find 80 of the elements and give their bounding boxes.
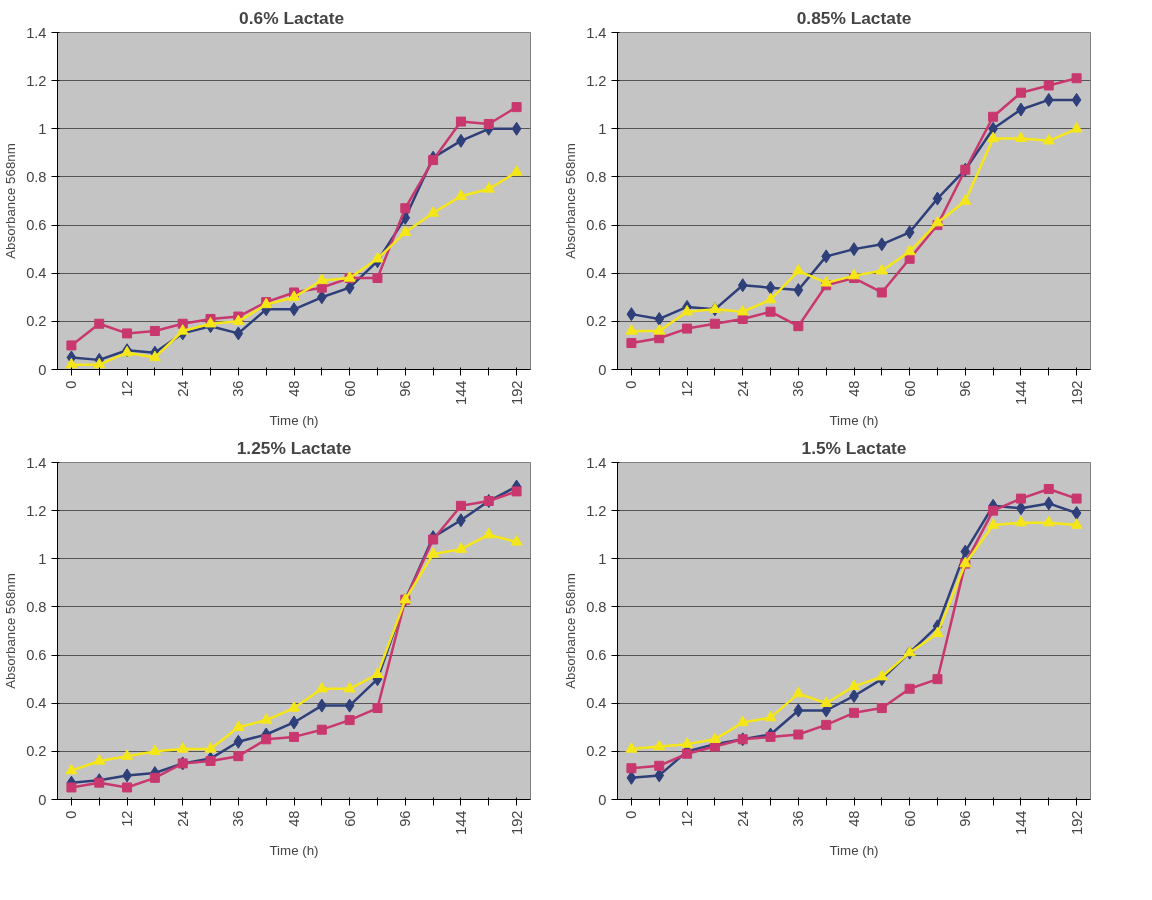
x-tick-label: 96 <box>957 810 974 827</box>
x-tick-label: 192 <box>508 380 525 405</box>
x-tick-label: 96 <box>397 380 414 397</box>
x-tick-label: 24 <box>734 810 751 827</box>
x-tick-label: 60 <box>901 380 918 397</box>
y-tick-label: 0.2 <box>26 313 47 330</box>
x-tick-label: 24 <box>174 380 191 397</box>
y-tick-label: 1 <box>38 120 47 137</box>
y-axis-title: Absorbance 568nm <box>563 143 579 259</box>
y-tick-label: 1.2 <box>586 502 607 519</box>
x-tick-label: 192 <box>1068 380 1085 405</box>
x-tick-label: 12 <box>679 380 696 397</box>
x-tick-label: 60 <box>341 810 358 827</box>
y-tick-label: 0 <box>598 791 607 808</box>
y-tick-label: 1 <box>38 550 47 567</box>
x-tick-label: 48 <box>846 810 862 827</box>
y-tick-label: 0.2 <box>26 743 47 760</box>
y-tick-label: 0.6 <box>586 217 607 234</box>
y-tick-label: 1 <box>598 120 607 137</box>
x-tick-label: 36 <box>230 380 247 397</box>
y-tick-label: 0.8 <box>586 168 607 185</box>
x-tick-label: 36 <box>790 380 807 397</box>
y-tick-label: 1.4 <box>26 454 47 471</box>
chart-title: 0.6% Lactate <box>239 7 345 28</box>
x-tick-label: 12 <box>119 380 136 397</box>
x-tick-label: 96 <box>957 380 974 397</box>
x-tick-label: 24 <box>734 380 751 397</box>
x-tick-label: 0 <box>63 810 80 819</box>
x-tick-label: 12 <box>119 810 136 827</box>
x-tick-label: 48 <box>286 380 302 397</box>
y-tick-label: 1.4 <box>586 24 607 41</box>
y-tick-label: 1.4 <box>26 24 47 41</box>
x-tick-label: 144 <box>1012 810 1029 835</box>
chart-title: 1.25% Lactate <box>236 437 352 458</box>
x-axis-title: Time (h) <box>269 412 319 428</box>
x-tick-label: 24 <box>174 810 191 827</box>
y-tick-label: 0.4 <box>26 265 47 282</box>
x-tick-label: 192 <box>1068 810 1085 835</box>
x-axis-title: Time (h) <box>269 842 319 858</box>
y-tick-label: 0.8 <box>26 168 47 185</box>
y-tick-label: 0.2 <box>586 313 607 330</box>
y-tick-label: 0.4 <box>586 265 607 282</box>
x-tick-label: 48 <box>286 810 302 827</box>
x-tick-label: 0 <box>623 380 640 389</box>
x-tick-label: 60 <box>901 810 918 827</box>
y-tick-label: 1.2 <box>26 502 47 519</box>
y-tick-label: 0.2 <box>586 743 607 760</box>
x-tick-label: 144 <box>1012 380 1029 405</box>
x-axis-title: Time (h) <box>829 412 879 428</box>
y-tick-label: 0.8 <box>26 598 47 615</box>
x-tick-label: 36 <box>790 810 807 827</box>
y-axis-title: Absorbance 568nm <box>563 573 579 689</box>
chart-title: 0.85% Lactate <box>796 7 912 28</box>
y-tick-label: 0.6 <box>26 217 47 234</box>
y-tick-label: 1.2 <box>26 72 47 89</box>
y-tick-label: 1.2 <box>586 72 607 89</box>
y-tick-label: 0 <box>38 361 47 378</box>
x-tick-label: 36 <box>230 810 247 827</box>
y-tick-label: 0.6 <box>586 647 607 664</box>
x-tick-label: 0 <box>623 810 640 819</box>
y-tick-label: 1.4 <box>586 454 607 471</box>
y-tick-label: 0.8 <box>586 598 607 615</box>
y-axis-title: Absorbance 568nm <box>3 573 19 689</box>
y-tick-label: 0 <box>38 791 47 808</box>
x-tick-label: 12 <box>679 810 696 827</box>
x-tick-label: 144 <box>452 380 469 405</box>
x-tick-label: 192 <box>508 810 525 835</box>
chart-title: 1.5% Lactate <box>801 437 907 458</box>
y-axis-title: Absorbance 568nm <box>3 143 19 259</box>
y-tick-label: 0.4 <box>586 695 607 712</box>
y-tick-label: 0.4 <box>26 695 47 712</box>
x-tick-label: 0 <box>63 380 80 389</box>
y-tick-label: 0 <box>598 361 607 378</box>
x-tick-label: 96 <box>397 810 414 827</box>
y-tick-label: 0.6 <box>26 647 47 664</box>
x-axis-title: Time (h) <box>829 842 879 858</box>
x-tick-label: 144 <box>452 810 469 835</box>
x-tick-label: 60 <box>341 380 358 397</box>
x-tick-label: 48 <box>846 380 862 397</box>
y-tick-label: 1 <box>598 550 607 567</box>
